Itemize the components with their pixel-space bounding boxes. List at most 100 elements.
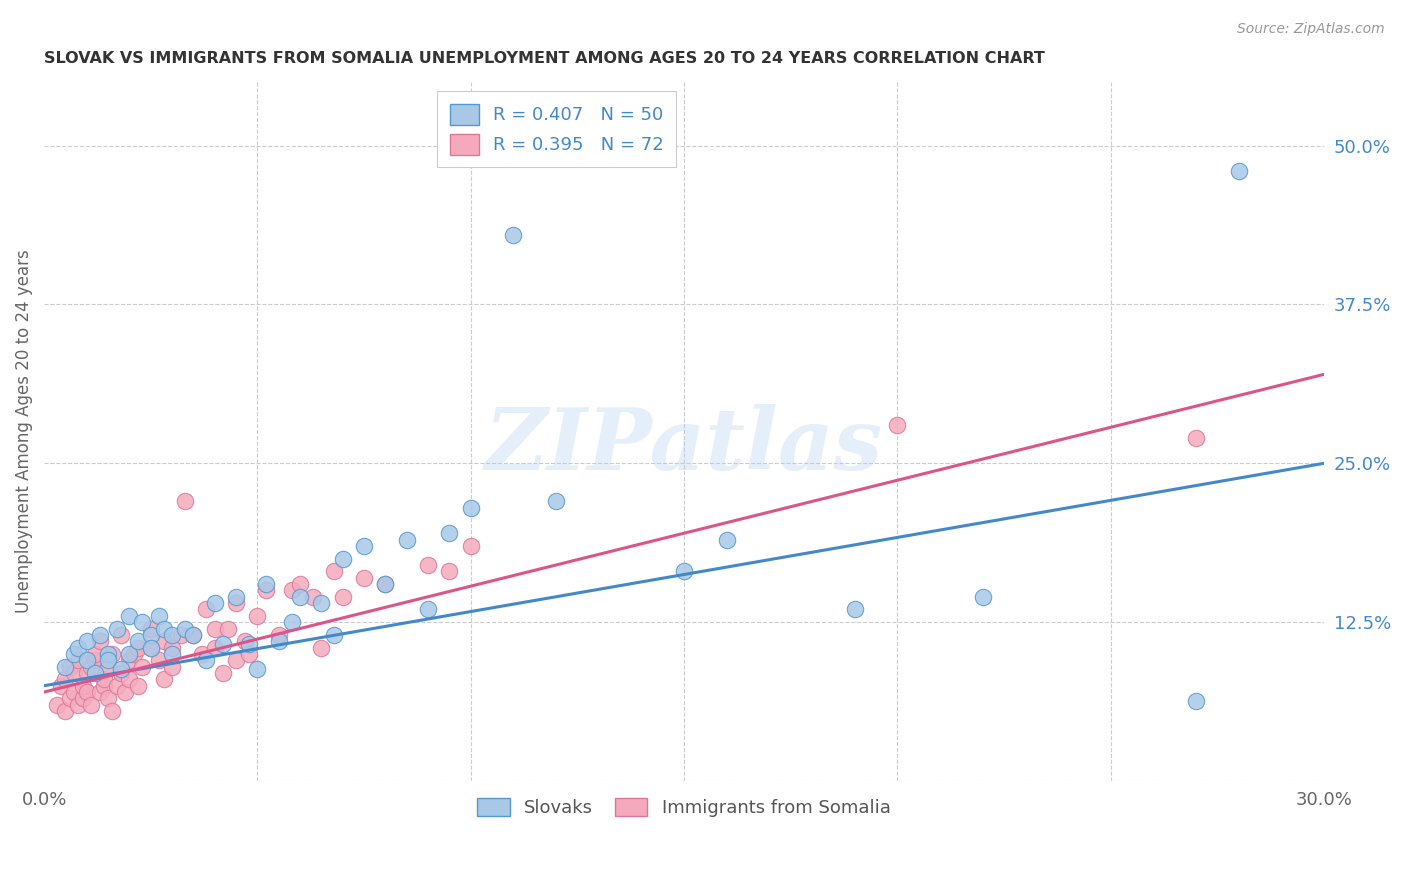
Point [63,647,86,661]
Point [105,679,128,693]
Point [395,533,418,547]
Point [204,622,226,636]
Point [148,653,170,667]
Point [183,628,205,642]
Point [84,665,107,680]
Text: Source: ZipAtlas.com: Source: ZipAtlas.com [1237,22,1385,37]
Point [225,596,247,610]
Point [97,659,120,673]
Point [716,533,738,547]
Point [45,698,67,712]
Point [353,539,375,553]
Point [886,418,908,433]
Point [173,494,195,508]
Point [84,653,107,667]
Point [238,647,260,661]
Point [55,673,77,687]
Point [101,647,124,661]
Point [127,679,149,693]
Point [267,628,290,642]
Point [288,577,311,591]
Point [160,647,183,661]
Point [97,653,120,667]
Point [139,640,162,655]
Point [63,665,86,680]
Point [148,608,170,623]
Point [118,608,141,623]
Point [225,590,247,604]
Point [311,640,333,655]
Point [460,500,482,515]
Point [323,565,346,579]
Point [55,659,77,673]
Point [72,691,94,706]
Point [169,628,191,642]
Point [332,551,354,566]
Point [72,679,94,693]
Point [353,571,375,585]
Point [110,665,132,680]
Point [93,679,115,693]
Point [233,634,256,648]
Point [152,634,174,648]
Point [160,628,183,642]
Point [195,653,218,667]
Point [280,583,302,598]
Point [439,526,461,541]
Point [76,634,98,648]
Point [59,691,82,706]
Point [105,622,128,636]
Point [139,640,162,655]
Point [110,628,132,642]
Point [67,653,90,667]
Point [76,685,98,699]
Point [672,565,695,579]
Point [416,602,439,616]
Point [76,665,98,680]
Point [110,662,132,676]
Point [1185,431,1208,445]
Point [89,634,111,648]
Point [101,704,124,718]
Point [267,634,290,648]
Point [160,640,183,655]
Point [254,577,277,591]
Point [502,227,524,242]
Point [183,628,205,642]
Legend: Slovaks, Immigrants from Somalia: Slovaks, Immigrants from Somalia [470,790,898,824]
Point [127,640,149,655]
Point [118,673,141,687]
Text: SLOVAK VS IMMIGRANTS FROM SOMALIA UNEMPLOYMENT AMONG AGES 20 TO 24 YEARS CORRELA: SLOVAK VS IMMIGRANTS FROM SOMALIA UNEMPL… [44,51,1045,66]
Point [127,634,149,648]
Point [173,622,195,636]
Point [217,622,239,636]
Point [97,647,120,661]
Point [118,653,141,667]
Point [374,577,396,591]
Point [97,691,120,706]
Point [80,659,103,673]
Point [460,539,482,553]
Point [204,596,226,610]
Point [288,590,311,604]
Point [195,602,218,616]
Point [51,679,73,693]
Point [1227,164,1250,178]
Point [254,583,277,598]
Point [67,698,90,712]
Point [89,685,111,699]
Point [89,628,111,642]
Point [1185,694,1208,708]
Point [972,590,994,604]
Point [246,608,269,623]
Point [122,647,145,661]
Point [212,665,235,680]
Point [63,685,86,699]
Point [152,673,174,687]
Point [93,673,115,687]
Point [311,596,333,610]
Point [374,577,396,591]
Point [238,637,260,651]
Point [280,615,302,629]
Point [80,698,103,712]
